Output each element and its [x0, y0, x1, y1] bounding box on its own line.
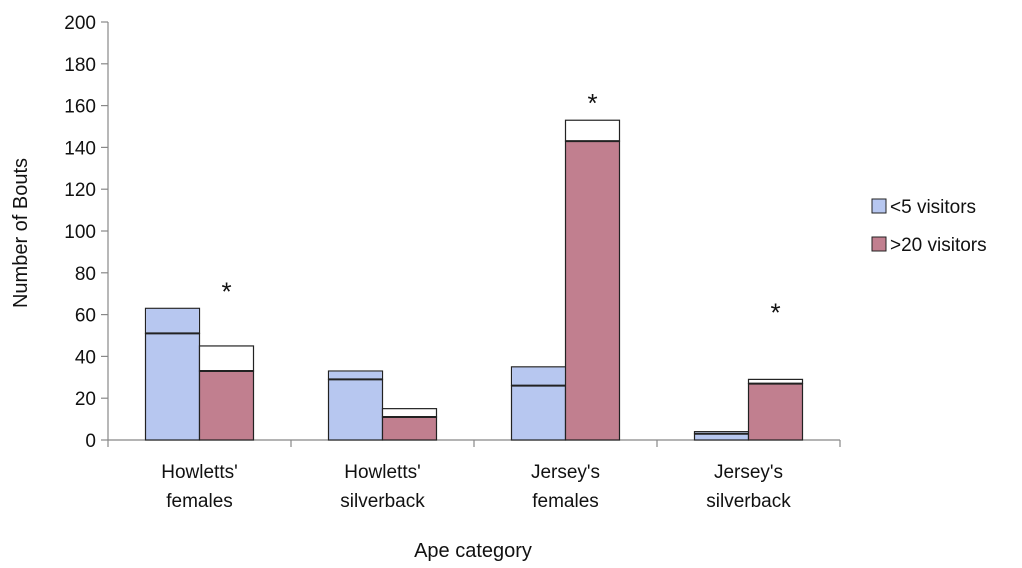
bar-upper-fill [329, 371, 382, 379]
bar-lower-segment [144, 332, 201, 441]
y-tick-label: 40 [75, 347, 96, 368]
x-category-label: Howletts' females [161, 462, 237, 512]
bar-upper-segment [564, 119, 621, 142]
legend-label: >20 visitors [890, 235, 987, 256]
bar-upper-fill [512, 367, 565, 386]
bar-upper-fill [695, 432, 748, 434]
y-tick-label: 120 [64, 180, 96, 201]
y-tick-label: 100 [64, 222, 96, 243]
bar-lower-segment [510, 385, 567, 441]
x-category-label: Jersey's females [531, 462, 600, 512]
legend-label: <5 visitors [890, 197, 976, 218]
bar-lower-segment [564, 140, 621, 441]
x-axis: Howletts' females Howletts' silverback Jerse… [107, 439, 841, 512]
y-tick-label: 60 [75, 306, 96, 327]
y-axis-title: Number of Bouts [10, 158, 32, 308]
y-axis: 0 20 40 60 80 100 120 140 160 180 200 [64, 13, 109, 452]
x-category-label: Howletts' silverback [340, 462, 425, 512]
legend-box [855, 177, 1019, 279]
x-axis-title: Ape category [414, 540, 532, 562]
legend-swatch [871, 198, 887, 214]
bar-upper-segment [381, 408, 438, 418]
y-tick-label: 80 [75, 264, 96, 285]
legend-swatch [871, 236, 887, 252]
significance-star: * [587, 88, 597, 118]
y-tick-label: 160 [64, 97, 96, 118]
y-tick-label: 0 [85, 431, 96, 452]
bar-lower-segment [327, 378, 384, 441]
legend: <5 visitors >20 visitors [855, 177, 1019, 279]
bar-lower-segment [198, 370, 255, 441]
bar-lower-segment [381, 416, 438, 441]
bars [144, 119, 804, 441]
bar-upper-fill [146, 308, 199, 333]
significance-star: * [770, 297, 780, 327]
y-tick-label: 140 [64, 138, 96, 159]
significance-markers: * * * [221, 88, 780, 327]
bar-lower-segment [747, 382, 804, 441]
y-tick-label: 180 [64, 55, 96, 76]
x-category-label: Jersey's silverback [706, 462, 791, 512]
y-tick-label: 200 [64, 13, 96, 34]
significance-star: * [221, 276, 231, 306]
y-tick-label: 20 [75, 389, 96, 410]
bar-upper-segment [198, 345, 255, 372]
